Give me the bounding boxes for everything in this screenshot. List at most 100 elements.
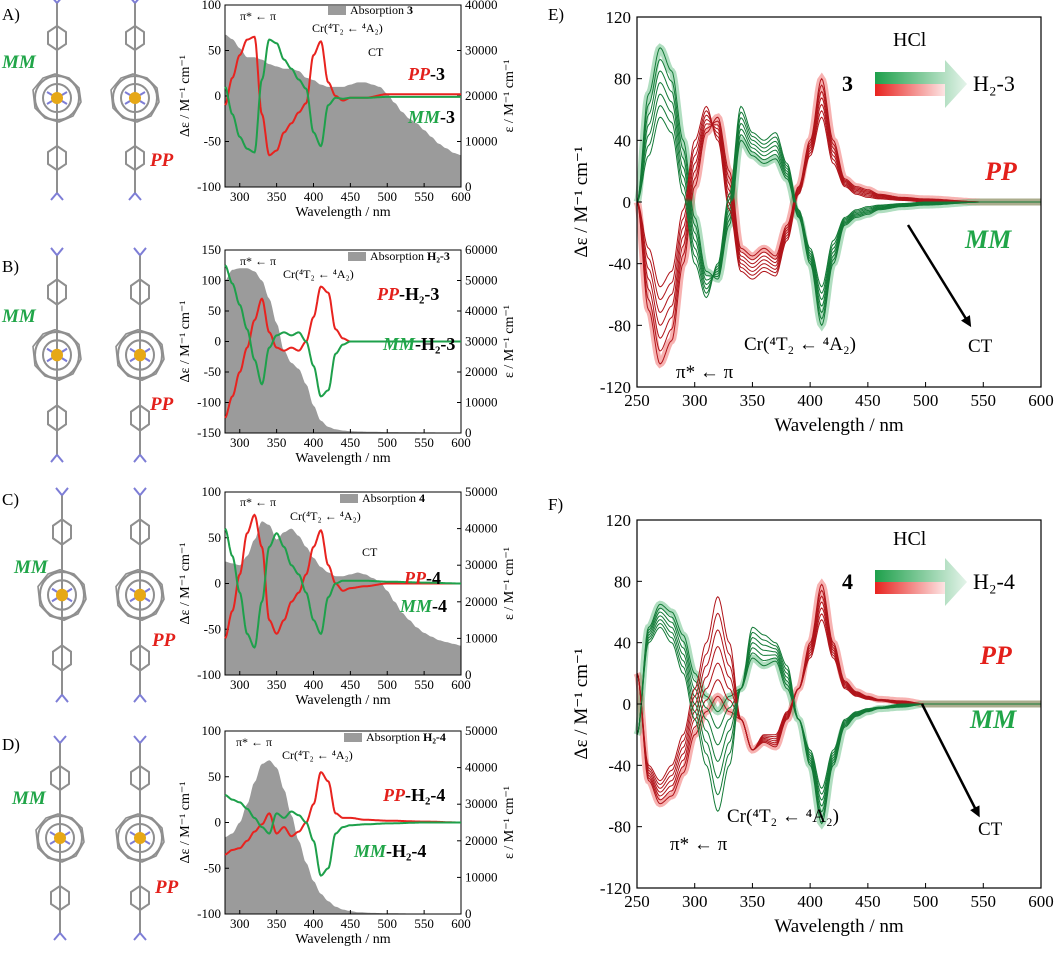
x-tick-label: 300 — [682, 391, 708, 410]
ct-arrow-line — [920, 703, 979, 813]
y-axis-label: Δε / M⁻¹ cm⁻¹ — [571, 146, 592, 258]
x-tick-label: 550 — [414, 189, 434, 204]
y-tick-label: -100 — [197, 667, 221, 682]
x-tick-label: 400 — [304, 677, 324, 692]
annotation-ct: CT — [968, 336, 993, 357]
hcl-arrow-red — [875, 582, 945, 594]
molecule-a-mm — [32, 0, 82, 201]
series-label-mm-part-0: MM — [399, 596, 433, 616]
mol-label-a-mm: MM — [1, 52, 37, 73]
y-tick-label: -50 — [204, 364, 221, 379]
y-tick-label: 40 — [614, 634, 631, 653]
molecule-b-pp — [114, 246, 166, 464]
y-tick-label: 120 — [606, 511, 632, 530]
series-label-pp-part-1: -3 — [430, 64, 445, 84]
y-tick-label: 150 — [202, 242, 222, 257]
legend-label-part-1: 3 — [407, 3, 413, 17]
annotation-pi: π* ← π — [236, 735, 272, 749]
y2-tick-label: 50000 — [465, 273, 498, 288]
legend-label-part-0: Absorption — [362, 491, 419, 505]
molecules-column: MM PP MM PP MM PP MM PP — [1, 0, 179, 941]
x-tick-label: 450 — [855, 892, 881, 911]
panel-letter-a: A) — [2, 5, 20, 24]
x-tick-label: 600 — [451, 435, 471, 450]
legend-label-part-1: H₂-3 — [427, 249, 450, 263]
x-axis-label: Wavelength / nm — [774, 415, 904, 436]
mm-titration-curve — [636, 70, 1041, 314]
annotation-pi: π* ← π — [670, 834, 728, 855]
y2-tick-label: 0 — [465, 179, 472, 194]
series-line-mm — [224, 264, 461, 398]
molecule-c-pp — [114, 486, 166, 704]
legend-label-part-1: 4 — [419, 491, 425, 505]
x-tick-label: 250 — [624, 391, 650, 410]
y2-tick-label: 0 — [465, 667, 472, 682]
mol-label-d-pp: PP — [154, 877, 179, 898]
end-compound: H₂-4 — [973, 569, 1015, 594]
annotation-ct: CT — [978, 819, 1003, 840]
y2-tick-label: 10000 — [465, 134, 498, 149]
y-axis-label: Δε / M⁻¹ cm⁻¹ — [178, 55, 193, 137]
y2-axis-label: ε / M⁻¹ cm⁻¹ — [502, 305, 517, 378]
x-tick-label: 300 — [230, 435, 250, 450]
series-label-mm-part-0: MM — [407, 107, 441, 127]
annotation-ct: CT — [368, 45, 384, 59]
mm-titration-curve — [636, 58, 1041, 320]
y2-tick-label: 40000 — [465, 760, 498, 775]
x-tick-label: 350 — [267, 435, 287, 450]
series-label-mm: MM-4 — [399, 596, 447, 616]
legend-label-part-1: H₂-4 — [423, 730, 446, 744]
x-tick-label: 450 — [341, 189, 361, 204]
x-tick-label: 500 — [913, 892, 939, 911]
chart-e: 250 300 350 400 450 500 550 60012080400-40-80-1… — [571, 8, 1054, 436]
y-tick-label: 80 — [614, 70, 631, 89]
legend-swatch — [340, 494, 358, 503]
y2-tick-label: 30000 — [465, 334, 498, 349]
mol-label-a-pp: PP — [149, 150, 174, 171]
x-tick-label: 550 — [971, 391, 997, 410]
y-axis-label: Δε / M⁻¹ cm⁻¹ — [178, 301, 193, 383]
hcl-arrow-red — [875, 84, 945, 96]
legend-swatch — [328, 6, 346, 15]
y-tick-label: -120 — [600, 378, 631, 397]
label-pp: PP — [979, 641, 1013, 670]
y-tick-label: 80 — [614, 572, 631, 591]
x-tick-label: 550 — [414, 435, 434, 450]
series-label-mm: MM-H₂-4 — [353, 841, 426, 861]
annotation-ct: CT — [362, 545, 378, 559]
molecule-b-mm — [31, 246, 83, 464]
y-tick-label: 0 — [215, 88, 222, 103]
start-compound: 3 — [842, 71, 853, 96]
legend-label: Absorption H₂-3 — [370, 249, 450, 263]
series-label-mm-part-0: MM — [353, 841, 387, 861]
y-tick-label: 100 — [202, 0, 222, 12]
panel-letter-d: D) — [2, 735, 20, 754]
panel-letter-f: F) — [548, 495, 563, 514]
mol-label-c-pp: PP — [151, 630, 176, 651]
y2-tick-label: 60000 — [465, 242, 498, 257]
annotation-cr: Cr(⁴T₂ ← ⁴A₂) — [744, 334, 856, 355]
x-tick-label: 350 — [267, 677, 287, 692]
y2-tick-label: 40000 — [465, 0, 498, 12]
x-tick-label: 550 — [414, 916, 434, 931]
series-label-mm-part-1: -4 — [432, 596, 447, 616]
pp-titration-curve — [636, 90, 1041, 339]
panel-letter-c: C) — [2, 490, 19, 509]
end-compound: H₂-3 — [973, 71, 1015, 96]
y2-tick-label: 0 — [465, 906, 472, 921]
x-tick-label: 400 — [304, 189, 324, 204]
annotation-pi: π* ← π — [676, 362, 734, 383]
legend-swatch — [344, 733, 362, 742]
y2-tick-label: 30000 — [465, 43, 498, 58]
x-tick-label: 400 — [304, 916, 324, 931]
legend-label: Absorption 3 — [350, 3, 413, 17]
x-tick-label: 450 — [341, 916, 361, 931]
x-tick-label: 350 — [740, 892, 766, 911]
x-axis-label: Wavelength / nm — [295, 205, 390, 220]
label-pp: PP — [984, 157, 1018, 186]
molecule-c-mm — [36, 486, 88, 704]
y2-tick-label: 20000 — [465, 594, 498, 609]
x-tick-label: 400 — [797, 892, 823, 911]
series-line-mm — [224, 38, 461, 154]
